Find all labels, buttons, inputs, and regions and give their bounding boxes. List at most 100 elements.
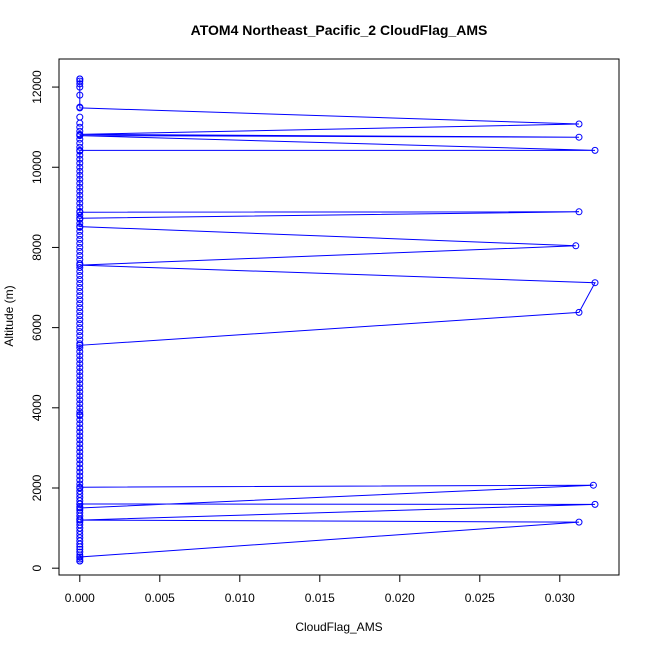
plot-area — [76, 75, 599, 565]
x-tick-label: 0.030 — [545, 591, 575, 605]
chart-title: ATOM4 Northeast_Pacific_2 CloudFlag_AMS — [191, 22, 488, 38]
data-point — [76, 260, 84, 267]
data-point — [76, 324, 84, 332]
data-point — [76, 300, 84, 308]
data-point — [76, 235, 84, 243]
data-point — [575, 133, 583, 141]
data-point — [76, 396, 84, 404]
data-point — [76, 103, 84, 111]
data-point — [76, 187, 84, 195]
data-point — [76, 147, 84, 155]
y-tick-label: 10000 — [30, 150, 44, 184]
data-point — [76, 548, 84, 556]
data-point — [76, 380, 84, 388]
y-tick-label: 4000 — [30, 394, 44, 421]
data-point — [76, 215, 84, 223]
x-tick-label: 0.025 — [465, 591, 495, 605]
data-point — [76, 404, 84, 412]
data-point — [575, 518, 583, 526]
data-point — [76, 119, 84, 127]
data-point — [76, 191, 84, 199]
data-point — [76, 384, 84, 392]
data-point — [76, 131, 84, 139]
data-point — [575, 120, 583, 128]
data-point — [76, 80, 84, 88]
y-tick-label: 12000 — [30, 70, 44, 104]
data-point — [76, 464, 84, 472]
data-point — [76, 256, 84, 263]
data-point — [572, 242, 580, 250]
data-point — [76, 159, 84, 167]
data-point — [76, 151, 84, 159]
x-axis: 0.000 0.005 0.010 0.015 0.020 0.025 0.030 — [65, 574, 575, 605]
data-point — [76, 175, 84, 183]
data-point — [76, 252, 84, 259]
y-axis-label: Altitude (m) — [2, 285, 16, 346]
data-point — [76, 416, 84, 424]
data-point — [76, 75, 84, 83]
data-point — [76, 195, 84, 203]
data-point — [76, 456, 84, 464]
x-tick-label: 0.010 — [225, 591, 255, 605]
y-tick-label: 2000 — [30, 474, 44, 501]
data-point — [76, 340, 84, 348]
data-point — [76, 171, 84, 179]
data-point — [591, 279, 599, 287]
data-point — [76, 155, 84, 163]
data-point — [76, 364, 84, 372]
data-point — [76, 448, 84, 456]
data-point — [76, 268, 84, 275]
data-point — [76, 320, 84, 328]
data-point — [76, 372, 84, 380]
y-axis: 0 2000 4000 6000 8000 10000 12000 — [30, 70, 60, 572]
data-point — [76, 203, 84, 211]
data-point — [76, 207, 84, 215]
data-point — [76, 553, 84, 561]
data-point — [76, 376, 84, 384]
data-point — [76, 545, 84, 553]
data-point — [76, 352, 84, 360]
data-point — [76, 555, 84, 563]
data-point — [76, 77, 84, 85]
data-point — [76, 272, 84, 279]
x-tick-label: 0.015 — [305, 591, 335, 605]
data-point — [76, 420, 84, 428]
data-point — [76, 264, 84, 271]
data-point — [76, 135, 84, 143]
data-point — [76, 211, 84, 219]
data-point — [76, 428, 84, 436]
data-point — [76, 487, 84, 495]
data-point — [76, 308, 84, 316]
data-point — [76, 316, 84, 324]
data-point — [575, 308, 583, 316]
data-point — [76, 304, 84, 312]
data-point — [76, 436, 84, 444]
data-point — [76, 199, 84, 207]
data-point — [76, 183, 84, 191]
data-point — [76, 227, 84, 235]
data-point — [76, 400, 84, 408]
data-point — [76, 388, 84, 396]
x-tick-label: 0.005 — [145, 591, 175, 605]
data-point — [76, 432, 84, 440]
x-tick-label: 0.020 — [385, 591, 415, 605]
data-point — [76, 312, 84, 320]
data-point — [76, 239, 84, 247]
data-point — [76, 356, 84, 364]
data-point — [591, 500, 599, 508]
data-point — [76, 476, 84, 484]
data-point — [76, 276, 84, 283]
data-point — [76, 113, 84, 121]
data-point — [76, 91, 84, 99]
data-point — [76, 288, 84, 295]
data-point — [76, 360, 84, 368]
data-point — [76, 123, 84, 131]
data-point — [591, 146, 599, 154]
data-point — [76, 332, 84, 340]
data-point — [76, 139, 84, 147]
data-point — [76, 348, 84, 356]
data-point — [76, 296, 84, 304]
data-point — [575, 208, 583, 216]
data-point — [76, 280, 84, 287]
data-point — [76, 328, 84, 336]
